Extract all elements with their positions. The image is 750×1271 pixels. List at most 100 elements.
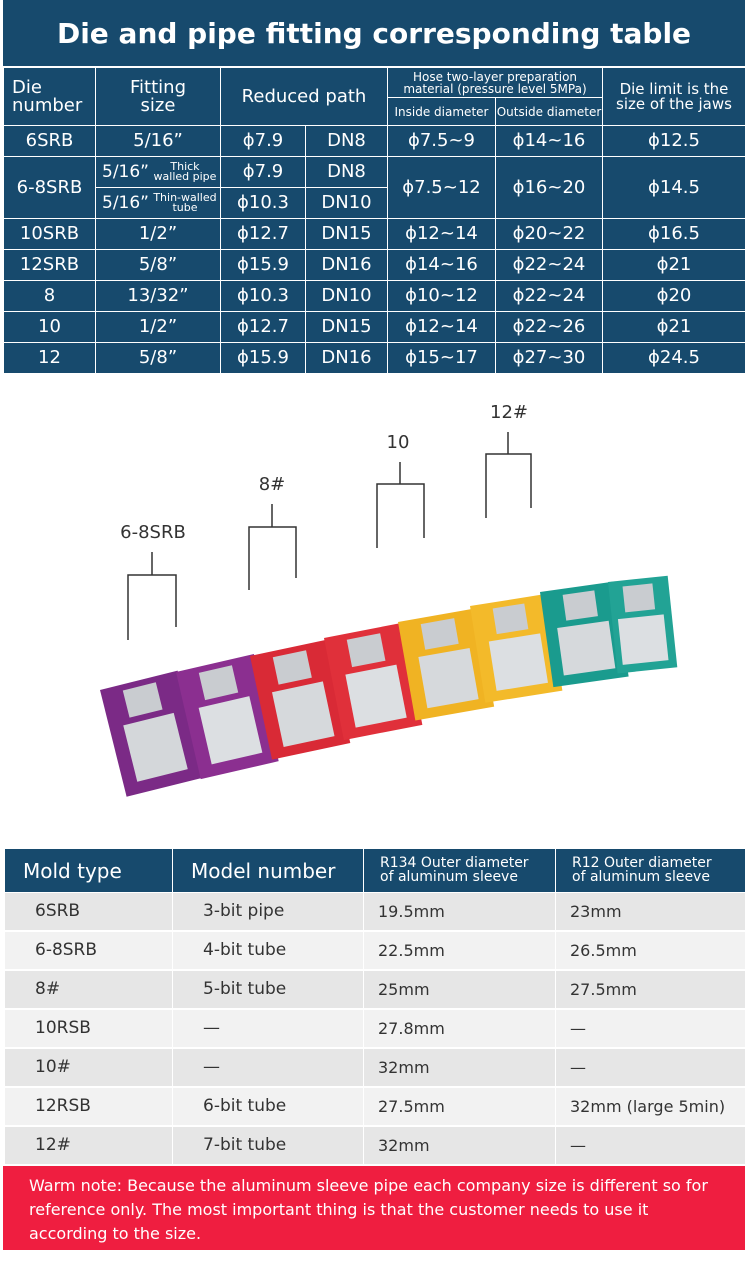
- table-cell: 5/8”: [96, 343, 220, 373]
- header-cell: R12 Outer diameter of aluminum sleeve: [556, 849, 745, 892]
- table-cell: 5/16”: [96, 126, 220, 156]
- table-cell: DN15: [306, 312, 387, 342]
- table-cell: DN15: [306, 219, 387, 249]
- table-cell: ϕ12.7: [221, 219, 305, 249]
- table-cell: 6-8SRB: [5, 932, 172, 969]
- warm-note: Warm note: Because the aluminum sleeve p…: [3, 1166, 745, 1250]
- table-cell: 23mm: [556, 893, 745, 930]
- table-cell: 1/2”: [96, 219, 220, 249]
- table-cell: DN8: [306, 157, 387, 187]
- table-cell: ϕ12~14: [388, 312, 495, 342]
- table-cell: —: [173, 1049, 363, 1086]
- fitting-size: 5/16”: [102, 192, 149, 213]
- table-cell: 22.5mm: [364, 932, 555, 969]
- table-cell: 19.5mm: [364, 893, 555, 930]
- table-cell: ϕ21: [603, 312, 745, 342]
- header-cell: Die limit is the size of the jaws: [603, 68, 745, 125]
- table-cell: ϕ7.5~9: [388, 126, 495, 156]
- table-cell: 12: [4, 343, 95, 373]
- table-cell: 13/32”: [96, 281, 220, 311]
- table-cell: ϕ22~24: [496, 250, 602, 280]
- table-cell: DN16: [306, 250, 387, 280]
- header-cell: Hose two-layer preparation material (pre…: [388, 68, 602, 97]
- table-cell: 8#: [5, 971, 172, 1008]
- header-cell: Reduced path: [221, 68, 387, 125]
- table-cell: ϕ14~16: [496, 126, 602, 156]
- table-cell: 6-8SRB: [4, 157, 95, 218]
- header-cell: Mold type: [5, 849, 172, 892]
- table-cell: 10: [4, 312, 95, 342]
- table-cell: ϕ24.5: [603, 343, 745, 373]
- table-cell: ϕ20~22: [496, 219, 602, 249]
- table-cell: DN16: [306, 343, 387, 373]
- table-cell: ϕ10.3: [221, 281, 305, 311]
- fitting-note: Thin-walled tube: [153, 190, 217, 214]
- die-label: 8#: [259, 474, 286, 495]
- fitting-note: Thick walled pipe: [153, 159, 217, 183]
- table-cell: 26.5mm: [556, 932, 745, 969]
- table-cell: ϕ21: [603, 250, 745, 280]
- die-label: 10: [387, 432, 410, 453]
- table-cell: ϕ12~14: [388, 219, 495, 249]
- table-cell: ϕ20: [603, 281, 745, 311]
- table-cell: ϕ7.5~12: [388, 157, 495, 218]
- table-cell: ϕ14~16: [388, 250, 495, 280]
- header-cell: Inside diameter: [388, 98, 495, 125]
- table-cell: —: [556, 1127, 745, 1164]
- table-cell: DN10: [306, 188, 387, 218]
- table-cell: 32mm: [364, 1049, 555, 1086]
- table-cell: 10RSB: [5, 1010, 172, 1047]
- table-cell: 32mm (large 5min): [556, 1088, 745, 1125]
- table-cell: 4-bit tube: [173, 932, 363, 969]
- table-cell: ϕ15.9: [221, 343, 305, 373]
- table-cell: 8: [4, 281, 95, 311]
- table-cell: ϕ10.3: [221, 188, 305, 218]
- table-cell: ϕ12.5: [603, 126, 745, 156]
- table-cell: 32mm: [364, 1127, 555, 1164]
- table-cell: ϕ27~30: [496, 343, 602, 373]
- table-cell: ϕ16~20: [496, 157, 602, 218]
- header-cell: Die number: [4, 68, 95, 125]
- table-cell: —: [556, 1049, 745, 1086]
- table-cell: 10SRB: [4, 219, 95, 249]
- table-cell: 6SRB: [5, 893, 172, 930]
- table-cell: ϕ16.5: [603, 219, 745, 249]
- table-cell: DN10: [306, 281, 387, 311]
- table-cell: 12SRB: [4, 250, 95, 280]
- table-cell: ϕ10~12: [388, 281, 495, 311]
- brackets: [127, 432, 532, 640]
- table-cell: 25mm: [364, 971, 555, 1008]
- table-cell: 1/2”: [96, 312, 220, 342]
- table-cell: —: [556, 1010, 745, 1047]
- table-cell: ϕ15.9: [221, 250, 305, 280]
- fitting-size: 5/16”: [102, 161, 149, 182]
- header-cell: R134 Outer diameter of aluminum sleeve: [364, 849, 555, 892]
- table-cell: DN8: [306, 126, 387, 156]
- table-cell: ϕ22~26: [496, 312, 602, 342]
- die-label: 6-8SRB: [120, 522, 186, 543]
- table-cell: 12RSB: [5, 1088, 172, 1125]
- table-cell: 12#: [5, 1127, 172, 1164]
- table-cell: 3-bit pipe: [173, 893, 363, 930]
- table-cell: —: [173, 1010, 363, 1047]
- header-cell: Fitting size: [96, 68, 220, 125]
- die-label: 12#: [490, 402, 528, 423]
- die-image: 6-8SRB 8# 10 12#: [100, 402, 678, 797]
- header-cell: Model number: [173, 849, 363, 892]
- table-cell: ϕ12.7: [221, 312, 305, 342]
- table-cell: ϕ14.5: [603, 157, 745, 218]
- table-cell: 5/16” Thick walled pipe: [96, 157, 220, 187]
- table-cell: 6-bit tube: [173, 1088, 363, 1125]
- table-cell: 10#: [5, 1049, 172, 1086]
- table-cell: 27.5mm: [364, 1088, 555, 1125]
- table-cell: 6SRB: [4, 126, 95, 156]
- title: Die and pipe fitting corresponding table: [3, 0, 745, 66]
- table-cell: ϕ7.9: [221, 126, 305, 156]
- dies: [100, 575, 678, 797]
- table-cell: ϕ7.9: [221, 157, 305, 187]
- table-cell: 7-bit tube: [173, 1127, 363, 1164]
- table-cell: 5/8”: [96, 250, 220, 280]
- header-cell: Outside diameter: [496, 98, 602, 125]
- table-cell: 5-bit tube: [173, 971, 363, 1008]
